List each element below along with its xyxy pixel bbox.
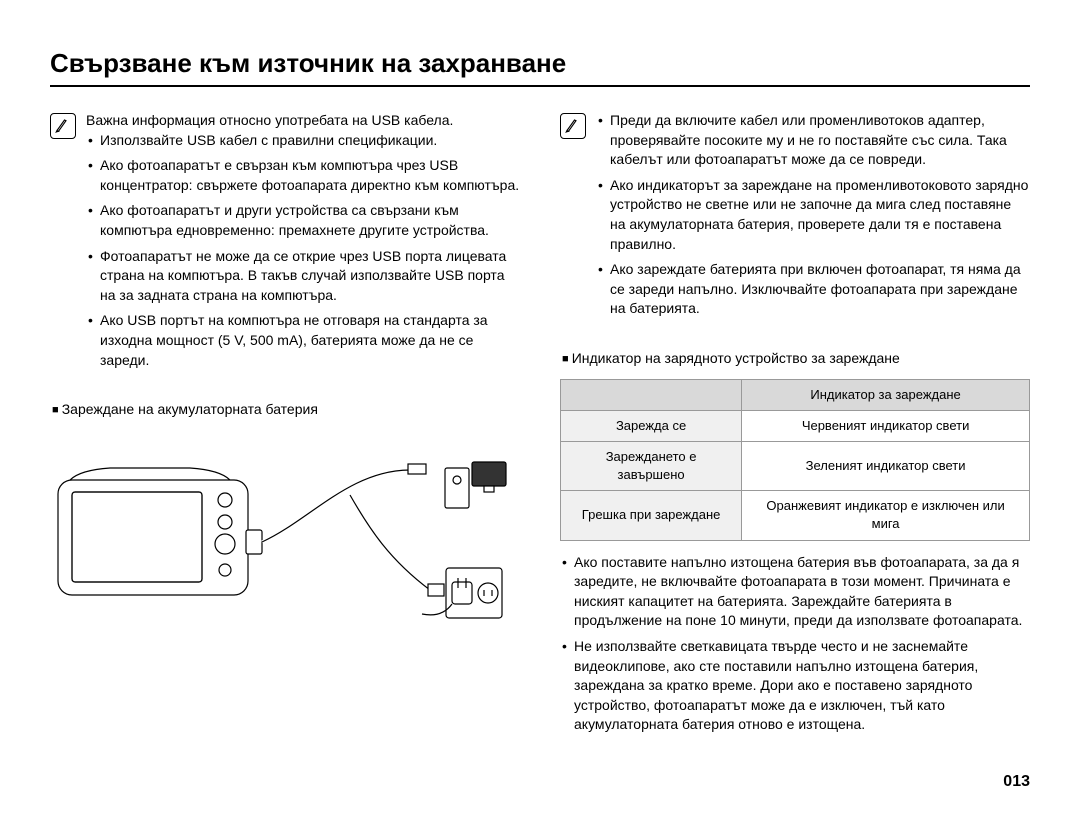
left-bullets: Използвайте USB кабел с правилни специфи…: [86, 131, 520, 371]
bullet-item: Използвайте USB кабел с правилни специфи…: [88, 131, 520, 151]
table-cell-label: Грешка при зареждане: [561, 491, 742, 540]
table-cell-value: Зеленият индикатор свети: [742, 441, 1030, 490]
bullet-item: Ако поставите напълно изтощена батерия в…: [562, 553, 1030, 631]
page-number: 013: [1003, 773, 1030, 791]
right-bullets: Преди да включите кабел или променливото…: [596, 111, 1030, 319]
indicator-header: Индикатор на зарядното устройство за зар…: [560, 349, 1030, 369]
left-column: Важна информация относно употребата на U…: [50, 111, 520, 741]
table-cell-label: Зареждането е завършено: [561, 441, 742, 490]
page-title: Свързване към източник на захранване: [50, 48, 1030, 87]
bullet-item: Фотоапаратът не може да се открие чрез U…: [88, 247, 520, 306]
table-cell-label: Зарежда се: [561, 410, 742, 441]
content-columns: Важна информация относно употребата на U…: [50, 111, 1030, 741]
connection-illustration: [50, 440, 510, 640]
table-row: Зарежда се Червеният индикатор свети: [561, 410, 1030, 441]
note-block-right: Преди да включите кабел или променливото…: [560, 111, 1030, 325]
table-cell-value: Оранжевият индикатор е изключен или мига: [742, 491, 1030, 540]
table-row: Грешка при зареждане Оранжевият индикато…: [561, 491, 1030, 540]
note-content-right: Преди да включите кабел или променливото…: [596, 111, 1030, 325]
note-intro: Важна информация относно употребата на U…: [86, 111, 520, 131]
table-header-empty: [561, 379, 742, 410]
note-content-left: Важна информация относно употребата на U…: [86, 111, 520, 376]
charging-header: Зареждане на акумулаторната батерия: [50, 400, 520, 420]
table-cell-value: Червеният индикатор свети: [742, 410, 1030, 441]
bullet-item: Ако зареждате батерията при включен фото…: [598, 260, 1030, 319]
right-column: Преди да включите кабел или променливото…: [560, 111, 1030, 741]
bullet-item: Ако фотоапаратът и други устройства са с…: [88, 201, 520, 240]
bullet-item: Ако USB портът на компютъра не отговаря …: [88, 311, 520, 370]
bullet-item: Ако индикаторът за зареждане на променли…: [598, 176, 1030, 254]
table-header: Индикатор за зареждане: [742, 379, 1030, 410]
note-block-left: Важна информация относно употребата на U…: [50, 111, 520, 376]
bullet-item: Не използвайте светкавицата твърде често…: [562, 637, 1030, 735]
table-row: Зареждането е завършено Зеленият индикат…: [561, 441, 1030, 490]
bullet-item: Ако фотоапаратът е свързан към компютъра…: [88, 156, 520, 195]
bullet-item: Преди да включите кабел или променливото…: [598, 111, 1030, 170]
post-table-bullets: Ако поставите напълно изтощена батерия в…: [560, 553, 1030, 735]
note-icon: [50, 113, 76, 139]
note-icon: [560, 113, 586, 139]
indicator-table: Индикатор за зареждане Зарежда се Червен…: [560, 379, 1030, 541]
